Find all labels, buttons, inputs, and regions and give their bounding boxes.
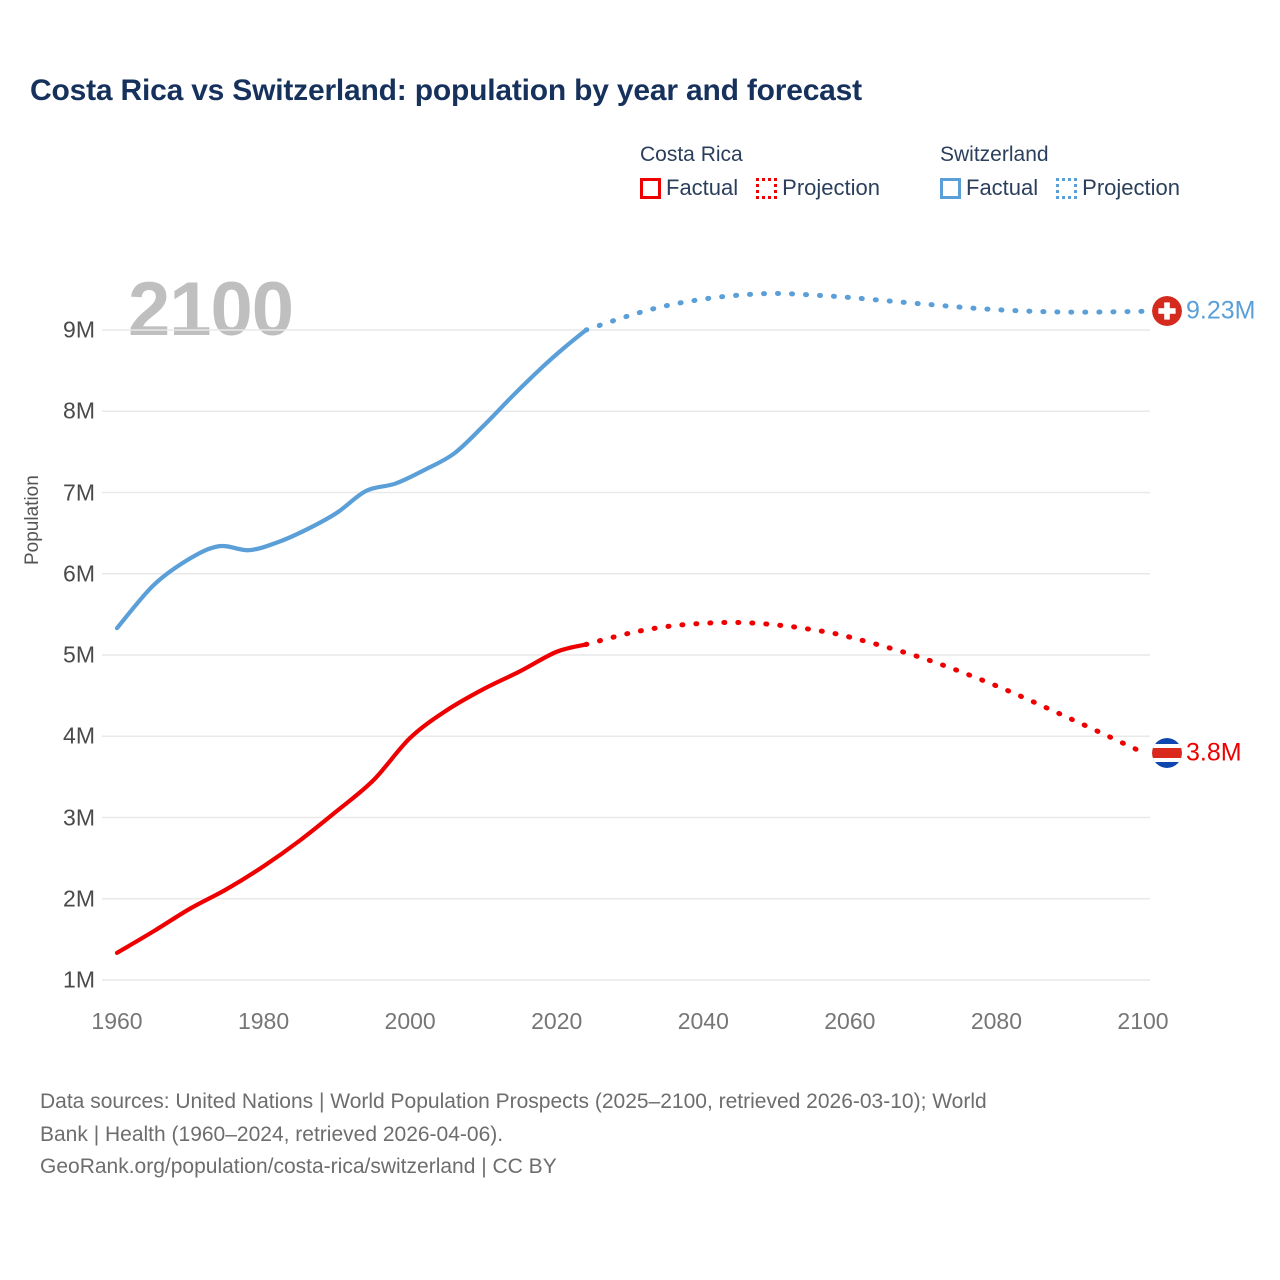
legend-label-costa-rica-projection: Projection — [782, 175, 880, 200]
footer-sources: Data sources: United Nations | World Pop… — [40, 1086, 1240, 1184]
legend-item-costa-rica-factual[interactable]: Factual — [640, 175, 738, 201]
y-tick-label: 4M — [63, 722, 95, 749]
x-tick-label: 2020 — [531, 1008, 583, 1034]
legend-group-title-costa-rica: Costa Rica — [640, 143, 743, 166]
page-title: Costa Rica vs Switzerland: population by… — [30, 74, 862, 107]
legend-item-switzerland-factual[interactable]: Factual — [940, 175, 1038, 201]
line-costa-rica-projection — [583, 619, 1146, 755]
x-tick-label: 2000 — [384, 1008, 436, 1034]
line-switzerland-projection — [583, 290, 1146, 333]
x-tick-label: 2040 — [677, 1008, 729, 1034]
x-tick-label: 1980 — [237, 1008, 290, 1034]
line-costa-rica-factual — [114, 642, 589, 955]
legend-item-costa-rica-projection[interactable]: Projection — [756, 175, 880, 201]
y-tick-label: 2M — [63, 885, 95, 912]
legend-swatch-dotted-icon — [1056, 177, 1078, 199]
chart-series — [114, 290, 1146, 955]
legend-group-switzerland: Switzerland Factual Projection — [940, 143, 1180, 201]
costa-rica-endpoint-value: 3.8M — [1186, 738, 1242, 766]
x-tick-label: 2060 — [824, 1008, 876, 1034]
switzerland-endpoint-value: 9.23M — [1186, 296, 1256, 325]
y-tick-label: 1M — [63, 966, 95, 993]
legend-group-costa-rica: Costa Rica Factual Projection — [640, 143, 880, 201]
y-tick-label: 8M — [63, 397, 95, 424]
legend-label-switzerland-projection: Projection — [1082, 175, 1180, 200]
switzerland-flag-icon — [1152, 296, 1182, 327]
line-switzerland-factual — [114, 327, 589, 631]
x-tick-label: 2080 — [970, 1008, 1023, 1034]
y-tick-label: 6M — [63, 560, 95, 587]
y-tick-label: 9M — [63, 316, 95, 343]
legend-swatch-dotted-icon — [756, 177, 778, 199]
legend-label-switzerland-factual: Factual — [966, 175, 1039, 200]
legend-group-title-switzerland: Switzerland — [940, 143, 1049, 166]
legend-swatch-solid-icon — [940, 177, 961, 199]
x-tick-label: 1960 — [91, 1008, 143, 1034]
y-tick-label: 3M — [63, 804, 95, 830]
legend-label-costa-rica-factual: Factual — [666, 175, 739, 200]
footer-line-3[interactable]: GeoRank.org/population/costa-rica/switze… — [40, 1155, 557, 1179]
x-tick-label: 2100 — [1117, 1008, 1169, 1034]
footer-line-2: Bank | Health (1960–2024, retrieved 2026… — [40, 1122, 504, 1146]
footer-line-1: Data sources: United Nations | World Pop… — [40, 1090, 987, 1113]
legend-item-switzerland-projection[interactable]: Projection — [1056, 175, 1180, 201]
legend-swatch-solid-icon — [640, 177, 661, 199]
year-watermark: 2100 — [128, 267, 294, 352]
y-tick-label: 5M — [63, 641, 95, 668]
y-tick-label: 7M — [63, 479, 95, 505]
chart-gridlines — [102, 329, 1150, 981]
costa-rica-flag-icon — [1152, 737, 1182, 768]
chart-legend: Costa Rica Factual Projection Switzerlan… — [640, 143, 1180, 201]
